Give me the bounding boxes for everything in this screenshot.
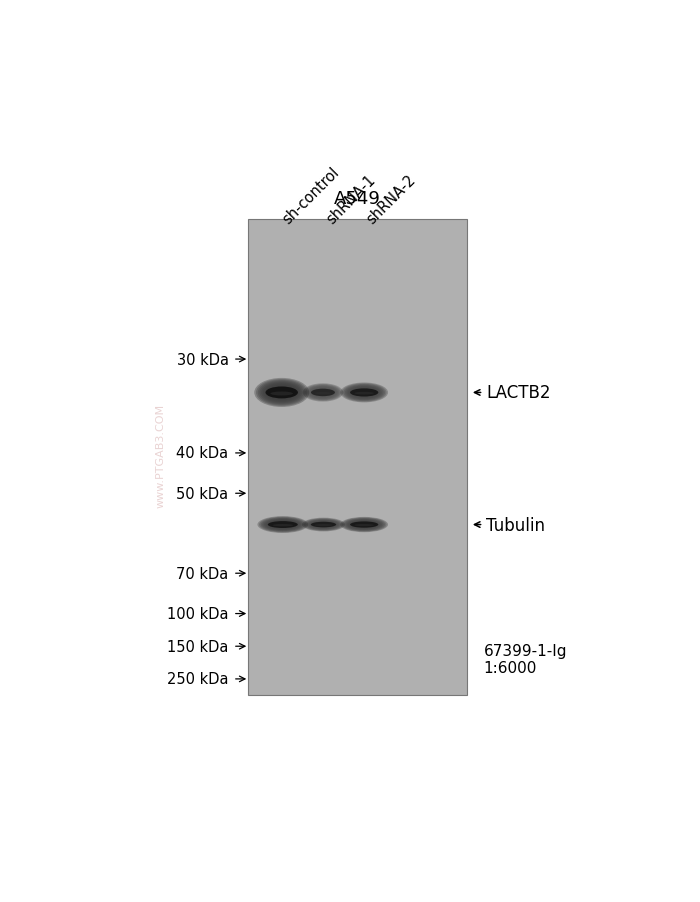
- Ellipse shape: [268, 521, 298, 529]
- Ellipse shape: [311, 522, 336, 528]
- Text: shRNA-2: shRNA-2: [364, 171, 419, 226]
- Ellipse shape: [260, 382, 304, 404]
- Ellipse shape: [342, 518, 386, 532]
- Ellipse shape: [311, 390, 335, 397]
- Ellipse shape: [314, 392, 331, 395]
- Text: 50 kDa: 50 kDa: [176, 486, 228, 502]
- Ellipse shape: [307, 520, 340, 529]
- Text: Tubulin: Tubulin: [486, 516, 545, 534]
- Ellipse shape: [265, 520, 300, 530]
- Ellipse shape: [304, 384, 342, 401]
- Ellipse shape: [259, 517, 307, 533]
- Ellipse shape: [260, 518, 305, 532]
- Ellipse shape: [348, 520, 381, 529]
- Ellipse shape: [272, 524, 293, 527]
- Text: 250 kDa: 250 kDa: [167, 672, 228, 686]
- Ellipse shape: [345, 385, 384, 400]
- Text: 40 kDa: 40 kDa: [176, 446, 228, 461]
- Ellipse shape: [307, 386, 340, 400]
- Ellipse shape: [342, 383, 386, 402]
- Ellipse shape: [354, 392, 374, 395]
- Ellipse shape: [263, 383, 300, 402]
- Ellipse shape: [304, 519, 342, 531]
- Ellipse shape: [343, 519, 385, 531]
- Ellipse shape: [346, 520, 382, 530]
- Ellipse shape: [315, 525, 332, 527]
- Text: A549: A549: [334, 189, 381, 207]
- FancyBboxPatch shape: [248, 219, 468, 695]
- Text: 67399-1-Ig
1:6000: 67399-1-Ig 1:6000: [484, 643, 567, 676]
- Ellipse shape: [265, 387, 298, 399]
- Ellipse shape: [303, 519, 344, 531]
- Ellipse shape: [346, 386, 382, 400]
- Ellipse shape: [264, 519, 302, 531]
- Ellipse shape: [345, 519, 384, 531]
- Ellipse shape: [254, 379, 309, 408]
- Ellipse shape: [261, 382, 302, 403]
- Text: 150 kDa: 150 kDa: [167, 639, 228, 654]
- Ellipse shape: [309, 520, 338, 529]
- Ellipse shape: [302, 384, 343, 402]
- Ellipse shape: [258, 381, 306, 405]
- Ellipse shape: [340, 518, 388, 532]
- Text: 100 kDa: 100 kDa: [167, 606, 228, 621]
- Text: sh-control: sh-control: [280, 164, 342, 226]
- Text: www.PTGAB3.COM: www.PTGAB3.COM: [155, 403, 166, 508]
- Ellipse shape: [256, 380, 307, 407]
- Ellipse shape: [305, 385, 341, 400]
- Ellipse shape: [348, 387, 381, 400]
- Ellipse shape: [302, 518, 345, 532]
- Ellipse shape: [308, 386, 338, 400]
- Ellipse shape: [354, 524, 374, 527]
- Ellipse shape: [270, 392, 293, 396]
- Text: LACTB2: LACTB2: [486, 384, 551, 402]
- Ellipse shape: [350, 522, 378, 528]
- Text: 30 kDa: 30 kDa: [176, 352, 228, 367]
- Ellipse shape: [306, 520, 341, 530]
- Ellipse shape: [350, 389, 378, 397]
- Text: 70 kDa: 70 kDa: [176, 566, 228, 581]
- Ellipse shape: [340, 383, 388, 403]
- Ellipse shape: [262, 519, 303, 531]
- Ellipse shape: [343, 384, 385, 401]
- Text: shRNA-1: shRNA-1: [323, 172, 378, 226]
- Ellipse shape: [258, 517, 308, 533]
